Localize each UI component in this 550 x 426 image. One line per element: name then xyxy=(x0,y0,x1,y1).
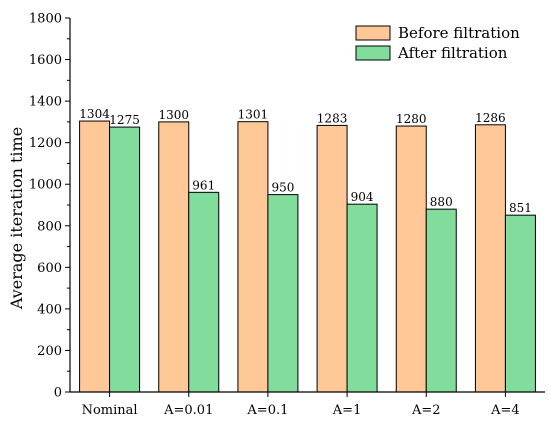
bar-after-3 xyxy=(346,203,378,393)
bar-after-0 xyxy=(109,126,141,393)
y-tick-label-3: 600 xyxy=(37,261,62,276)
x-tick-label-0: Nominal xyxy=(82,403,138,418)
data-label-before-5: 1286 xyxy=(475,111,506,125)
data-label-after-4: 880 xyxy=(430,195,453,209)
x-tick-label-2: A=0.1 xyxy=(246,403,288,418)
y-tick-label-0: 0 xyxy=(54,386,62,401)
bar-after-5 xyxy=(504,214,536,393)
data-label-after-2: 950 xyxy=(271,181,294,195)
data-label-before-0: 1304 xyxy=(79,107,110,121)
y-tick-label-1: 200 xyxy=(37,344,62,359)
bar-before-3 xyxy=(316,124,348,393)
bar-before-1 xyxy=(158,121,190,393)
bar-before-0 xyxy=(79,120,111,393)
legend-label-after: After filtration xyxy=(397,44,508,62)
x-tick-label-3: A=1 xyxy=(332,403,362,418)
data-label-after-0: 1275 xyxy=(109,113,140,127)
y-tick-label-2: 400 xyxy=(37,302,62,317)
bar-after-1 xyxy=(188,191,220,393)
legend-swatch-after xyxy=(355,45,391,61)
x-tick-label-4: A=2 xyxy=(411,403,441,418)
y-tick-label-7: 1400 xyxy=(29,95,62,110)
legend: Before filtration After filtration xyxy=(355,24,520,62)
bar-after-4 xyxy=(425,208,457,393)
y-tick-label-8: 1600 xyxy=(29,53,62,68)
bar-before-2 xyxy=(237,121,269,393)
data-label-after-5: 851 xyxy=(509,201,532,215)
legend-label-before: Before filtration xyxy=(398,24,520,42)
x-tick-label-1: A=0.01 xyxy=(163,403,213,418)
legend-swatch-before xyxy=(355,25,391,41)
x-tick-label-5: A=4 xyxy=(490,403,520,418)
y-tick-label-6: 1200 xyxy=(29,136,62,151)
y-tick-label-9: 1800 xyxy=(29,12,62,27)
y-tick-label-5: 1000 xyxy=(29,178,62,193)
plot-area: 1304 1275 Nominal 1300 961 A=0.01 1301 950 A=0.1… xyxy=(29,12,545,418)
bar-before-5 xyxy=(474,124,506,393)
data-label-before-2: 1301 xyxy=(238,108,269,122)
y-tick-label-4: 800 xyxy=(37,219,62,234)
data-label-after-3: 904 xyxy=(351,190,374,204)
y-axis-label: Average iteration time xyxy=(7,127,26,310)
bar-before-4 xyxy=(395,125,427,393)
data-label-before-4: 1280 xyxy=(396,112,427,126)
data-label-before-1: 1300 xyxy=(158,108,189,122)
data-label-before-3: 1283 xyxy=(317,111,348,125)
bar-after-2 xyxy=(267,194,299,393)
data-label-after-1: 961 xyxy=(192,178,215,192)
